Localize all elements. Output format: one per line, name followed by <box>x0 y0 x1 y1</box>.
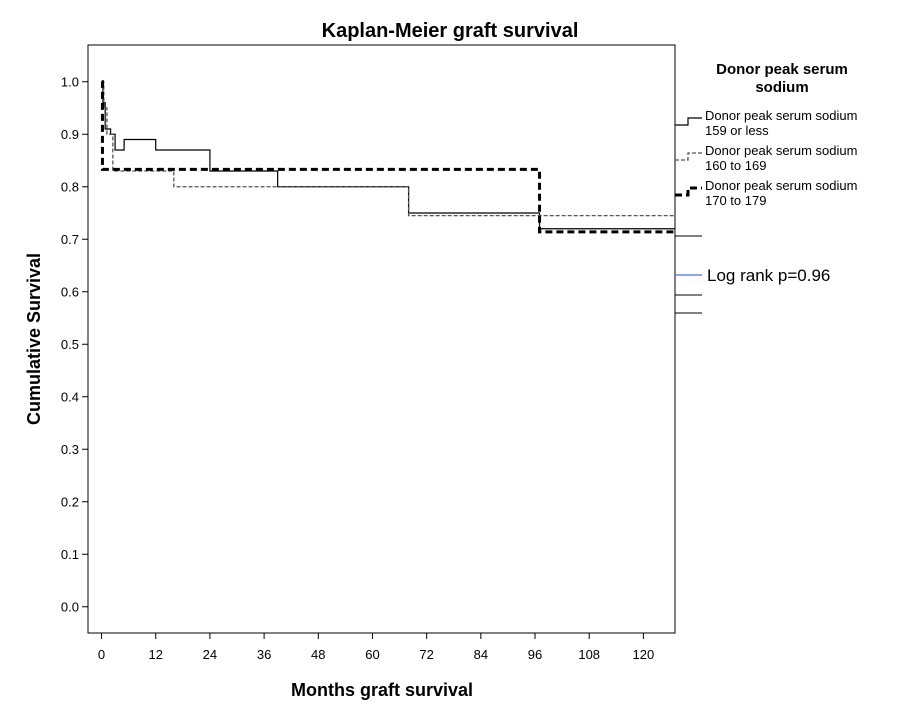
legend-entry-label-cont: 160 to 169 <box>705 158 766 173</box>
x-tick-label: 24 <box>203 647 217 662</box>
log-rank-annotation: Log rank p=0.96 <box>707 266 830 285</box>
legend-title-line-2: sodium <box>755 79 808 96</box>
y-tick-label: 0.1 <box>61 547 79 562</box>
x-tick-label: 12 <box>148 647 162 662</box>
legend-entry-label-cont: 170 to 179 <box>705 193 766 208</box>
y-tick-label: 1.0 <box>61 74 79 89</box>
y-tick-label: 0.9 <box>61 127 79 142</box>
y-axis-label: Cumulative Survival <box>24 253 44 425</box>
x-axis: 0 12 24 36 48 60 72 84 96 108 120 <box>98 633 654 662</box>
y-tick-label: 0.6 <box>61 284 79 299</box>
series-line-3 <box>100 80 675 234</box>
legend-marker <box>675 117 702 126</box>
x-tick-label: 48 <box>311 647 325 662</box>
x-tick-label: 96 <box>528 647 542 662</box>
x-tick-label: 108 <box>578 647 600 662</box>
y-tick-label: 0.0 <box>61 599 79 614</box>
x-tick-label: 60 <box>365 647 379 662</box>
legend-entry-label-cont: 159 or less <box>705 123 769 138</box>
chart-title: Kaplan-Meier graft survival <box>322 20 579 42</box>
y-tick-label: 0.8 <box>61 179 79 194</box>
legend-entry-label: Donor peak serum sodium <box>705 143 857 158</box>
x-tick-label: 36 <box>257 647 271 662</box>
x-tick-label: 84 <box>474 647 488 662</box>
series-layer <box>100 80 675 234</box>
series-line-1 <box>101 81 675 230</box>
plot-area <box>87 44 676 634</box>
y-tick-label: 0.3 <box>61 442 79 457</box>
y-tick-label: 0.7 <box>61 232 79 247</box>
y-tick-label: 0.5 <box>61 337 79 352</box>
x-tick-label: 72 <box>419 647 433 662</box>
legend-entry-label: Donor peak serum sodium <box>705 178 857 193</box>
x-tick-label: 0 <box>98 647 105 662</box>
y-axis: 0.0 0.1 0.2 0.3 0.4 0.5 0.6 0.7 0.8 0.9 1.0 <box>61 74 88 614</box>
x-tick-label: 120 <box>633 647 655 662</box>
series-line-2 <box>101 81 675 217</box>
legend-entry-label: Donor peak serum sodium <box>705 108 857 123</box>
x-axis-label: Months graft survival <box>291 680 473 700</box>
legend-marker <box>675 152 702 161</box>
y-tick-label: 0.2 <box>61 494 79 509</box>
legend-marker <box>675 186 702 197</box>
legend-title-line-1: Donor peak serum <box>716 61 848 78</box>
y-tick-label: 0.4 <box>61 389 79 404</box>
